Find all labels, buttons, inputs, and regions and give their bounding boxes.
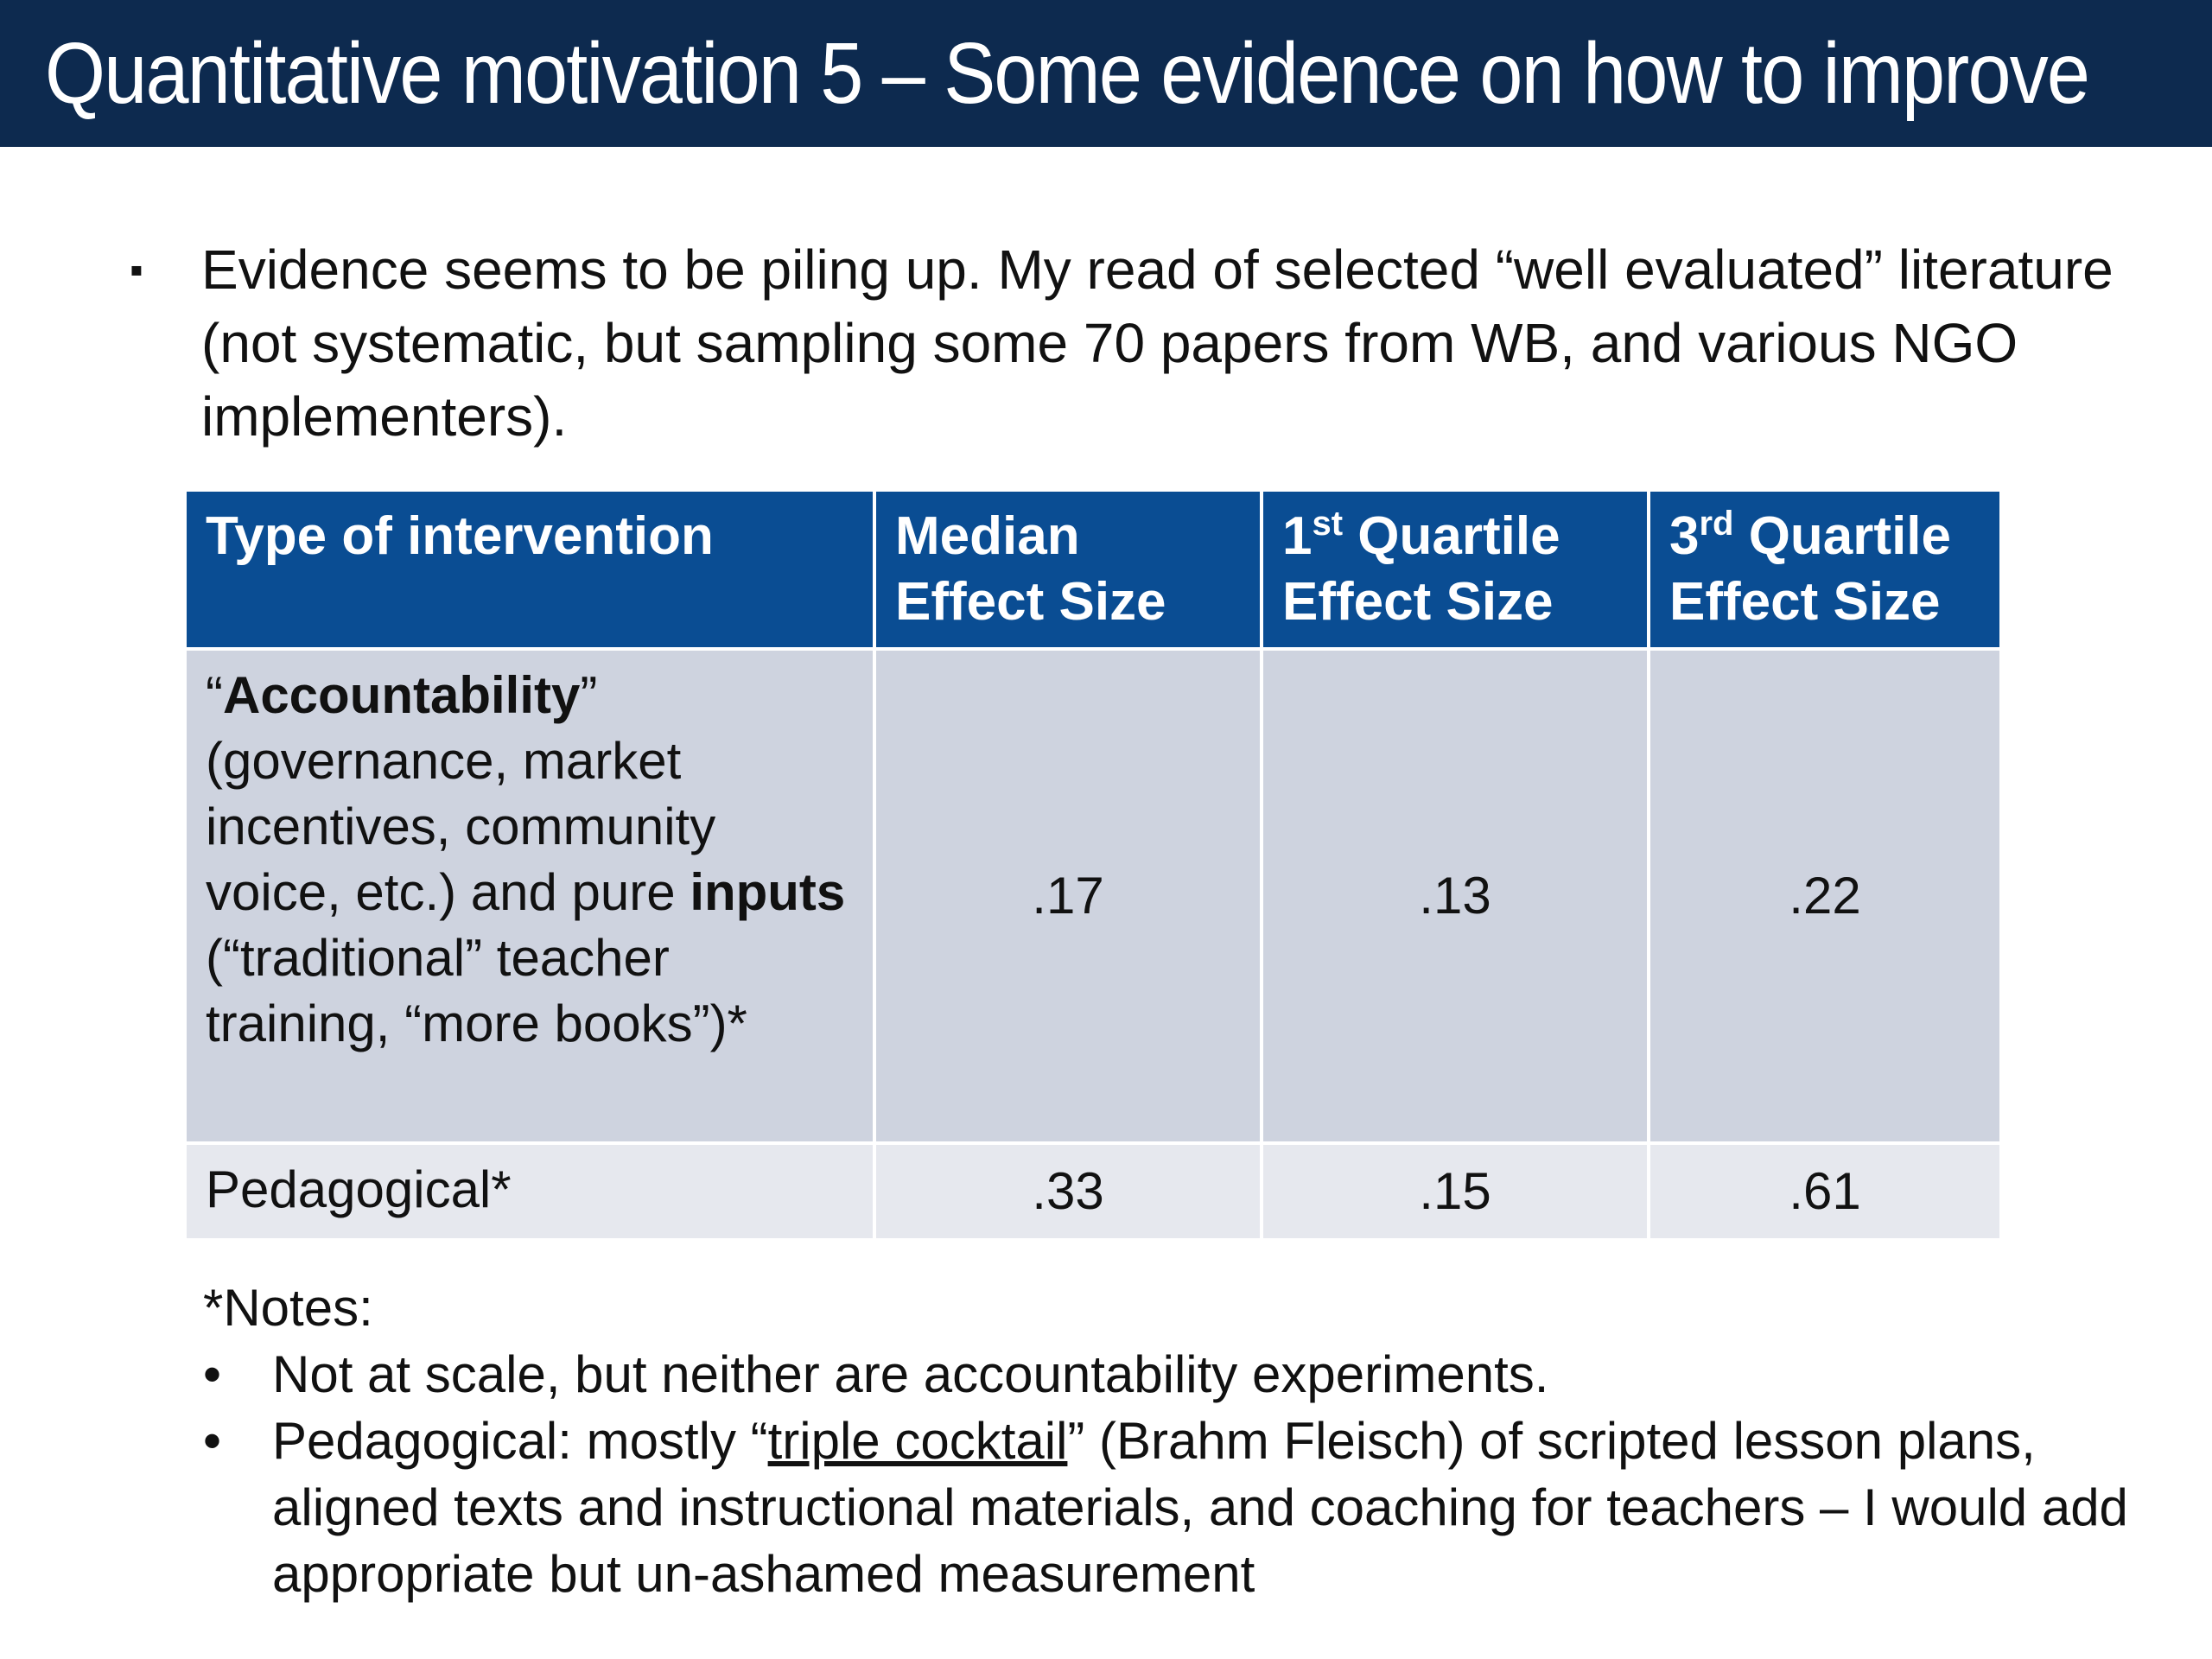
table-row: “Accountability” (governance, market inc… [187, 651, 1999, 1141]
header-3rd-quartile-effect-size: 3rd Quartile Effect Size [1650, 492, 1999, 647]
note-text: Not at scale, but neither are accountabi… [272, 1345, 1549, 1403]
effect-size-table: Type of intervention Median Effect Size … [183, 488, 2003, 1242]
bullet-icon: • [203, 1412, 222, 1470]
cell-q3: .61 [1650, 1145, 1999, 1238]
notes-heading: *Notes: [203, 1279, 373, 1337]
header-type-of-intervention: Type of intervention [187, 492, 873, 647]
list-item: • Not at scale, but neither are accounta… [203, 1341, 2190, 1408]
note-text-pre: Pedagogical: mostly “ [272, 1412, 768, 1470]
intro-paragraph: ▪ Evidence seems to be piling up. My rea… [130, 233, 2117, 454]
list-item: • Pedagogical: mostly “triple cocktail” … [203, 1408, 2190, 1607]
cell-median: .17 [876, 651, 1260, 1141]
notes-list: • Not at scale, but neither are accounta… [203, 1341, 2190, 1607]
title-bar: Quantitative motivation 5 – Some evidenc… [0, 0, 2212, 147]
bullet-icon: • [203, 1345, 222, 1403]
table-row: Pedagogical* .33 .15 .61 [187, 1145, 1999, 1238]
row-label-accountability: “Accountability” (governance, market inc… [187, 651, 873, 1141]
cell-median: .33 [876, 1145, 1260, 1238]
notes-section: *Notes: • Not at scale, but neither are … [203, 1274, 2190, 1607]
triple-cocktail-link[interactable]: triple cocktail [767, 1412, 1068, 1470]
table-header-row: Type of intervention Median Effect Size … [187, 492, 1999, 647]
header-1st-quartile-effect-size: 1st Quartile Effect Size [1263, 492, 1647, 647]
header-median-effect-size: Median Effect Size [876, 492, 1260, 647]
intro-text: Evidence seems to be piling up. My read … [201, 238, 2113, 448]
square-bullet-icon: ▪ [130, 249, 143, 291]
slide-title: Quantitative motivation 5 – Some evidenc… [45, 25, 2090, 122]
cell-q1: .13 [1263, 651, 1647, 1141]
note-text-post: ” (Brahm Fleisch) of scripted lesson pla… [272, 1412, 2128, 1603]
row-label-pedagogical: Pedagogical* [187, 1145, 873, 1238]
cell-q1: .15 [1263, 1145, 1647, 1238]
cell-q3: .22 [1650, 651, 1999, 1141]
